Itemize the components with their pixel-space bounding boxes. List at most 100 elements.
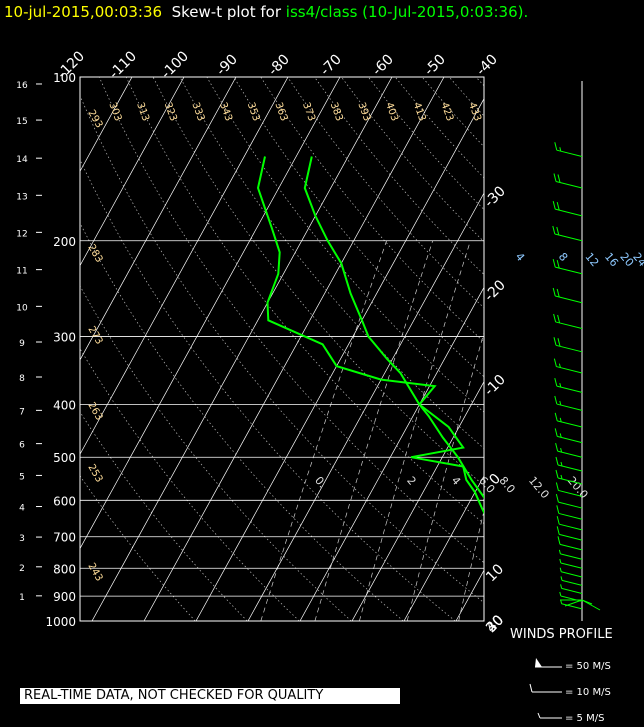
height-tick-label: 12: [16, 229, 27, 239]
height-tick-label: 13: [16, 192, 27, 202]
wind-barb: [581, 599, 601, 611]
isotherm-top-label: -50: [421, 51, 448, 78]
wind-barb-flag: [553, 173, 557, 182]
isotherm-line: [247, 192, 484, 621]
dry-adiabat-line: [80, 285, 352, 621]
wind-barb: [555, 321, 583, 330]
wind-barb-flag: [552, 201, 556, 210]
dry-adiabat-label: 343: [217, 101, 234, 123]
height-tick-label: 9: [19, 339, 25, 349]
wind-barb: [556, 403, 583, 411]
isotherm-right-label: 10: [483, 561, 507, 585]
wind-barb: [560, 595, 583, 602]
sounding-traces: [256, 156, 484, 515]
wind-barb: [556, 149, 583, 157]
wind-barb: [557, 420, 583, 428]
chart-title: 10-jul-2015,00:03:36 Skew-t plot for iss…: [4, 2, 528, 22]
dry-adiabat-line: [287, 77, 484, 309]
pressure-tick-label: 500: [53, 451, 76, 465]
wind-barb-half: [559, 567, 562, 572]
dry-adiabat-line: [394, 77, 484, 179]
mixing-ratio-label: 16: [602, 250, 621, 269]
height-tick-label: 15: [16, 117, 27, 127]
isotherm-right-label: 40: [483, 612, 507, 636]
wind-barb-half: [560, 461, 563, 467]
lower-mixing-label: 2: [404, 474, 418, 488]
wind-barb: [559, 533, 583, 541]
wind-barb: [564, 599, 583, 607]
wind-barb-flag: [554, 395, 558, 405]
wind-barb: [561, 579, 583, 586]
wind-barb-flag: [553, 313, 557, 323]
isotherm-line: [91, 77, 393, 621]
wind-barb: [558, 501, 583, 509]
wind-legend-50: = 50 M/S: [565, 661, 611, 672]
dry-adiabat-line: [179, 77, 484, 449]
dry-adiabat-label: 353: [245, 101, 262, 123]
dry-adiabat-line: [80, 475, 196, 621]
dry-adiabat-label: 313: [134, 101, 151, 123]
isotherm-right-label: -20: [481, 277, 508, 304]
dry-adiabat-line: [475, 77, 484, 87]
wind-barb-flag: [555, 494, 559, 503]
title-period: .: [523, 3, 529, 21]
plot-frame: [79, 76, 485, 622]
wind-barb-flag: [552, 287, 556, 297]
mixing-ratio-label: 12: [582, 250, 601, 269]
pressure-tick-label: 200: [53, 235, 76, 249]
lower-mixing-label: 4: [449, 474, 463, 488]
mixing-ratio-label: 4: [513, 250, 527, 264]
dry-adiabat-line: [125, 77, 484, 525]
wind-barb-flag: [556, 288, 560, 298]
dry-adiabat-label: 333: [189, 101, 206, 123]
wind-barb-flag: [556, 202, 560, 211]
wind-barb-half: [559, 147, 562, 152]
dry-adiabat-label: 273: [85, 325, 104, 347]
dry-adiabat-label: 363: [272, 101, 289, 123]
wind-barb-half: [558, 363, 561, 368]
isotherm-line: [508, 77, 644, 621]
wind-barb: [561, 587, 583, 594]
wind-barb: [558, 512, 583, 520]
height-tick-label: 6: [19, 441, 25, 451]
mixing-ratio-line: [573, 241, 644, 621]
legend-5-barb: [537, 712, 541, 719]
height-tick-label: 10: [16, 303, 28, 313]
wind-barb-flag: [556, 516, 560, 525]
isotherm-line: [403, 475, 484, 621]
isotherm-top-label: -90: [213, 51, 240, 78]
title-datetime: 10-jul-2015,00:03:36: [4, 3, 163, 21]
wind-barb-flag: [556, 526, 560, 535]
wind-barb-half: [560, 474, 563, 480]
wind-barb-flag: [554, 412, 558, 421]
wind-barb-half: [559, 433, 562, 438]
dry-adiabat-line: [98, 77, 484, 564]
pressure-tick-label: 1000: [45, 615, 76, 629]
wind-legend-10: = 10 M/S: [565, 687, 611, 698]
dry-adiabat-label: 433: [466, 101, 483, 123]
height-tick-label: 16: [16, 81, 28, 91]
wind-barb-half: [559, 591, 562, 597]
wind-barb: [555, 295, 583, 304]
isotherm-line: [80, 77, 289, 455]
wind-barb: [561, 603, 583, 610]
mixing-ratio-line: [359, 240, 471, 621]
legend-50-pennant: [535, 658, 542, 667]
wind-barb-flag: [557, 174, 561, 183]
wind-barb-half: [559, 558, 562, 564]
isotherm-top-label: -60: [369, 51, 396, 78]
wind-barb-half: [559, 382, 562, 388]
axis-labels: 1002003004005006007008009001000123456789…: [16, 48, 644, 636]
mixing-ratio-label: 28: [641, 250, 644, 269]
isotherms: [80, 77, 644, 621]
isotherm-line: [195, 98, 484, 621]
wind-barb-flag: [556, 226, 560, 236]
wind-legend-5: = 5 M/S: [565, 713, 605, 724]
isotherm-right-label: -10: [481, 372, 508, 399]
wind-barb-half: [560, 448, 563, 453]
dry-adiabat-line: [448, 77, 484, 117]
temperature-trace: [303, 156, 484, 499]
wind-barb-half: [559, 400, 562, 406]
wind-barb-flag: [554, 377, 558, 387]
